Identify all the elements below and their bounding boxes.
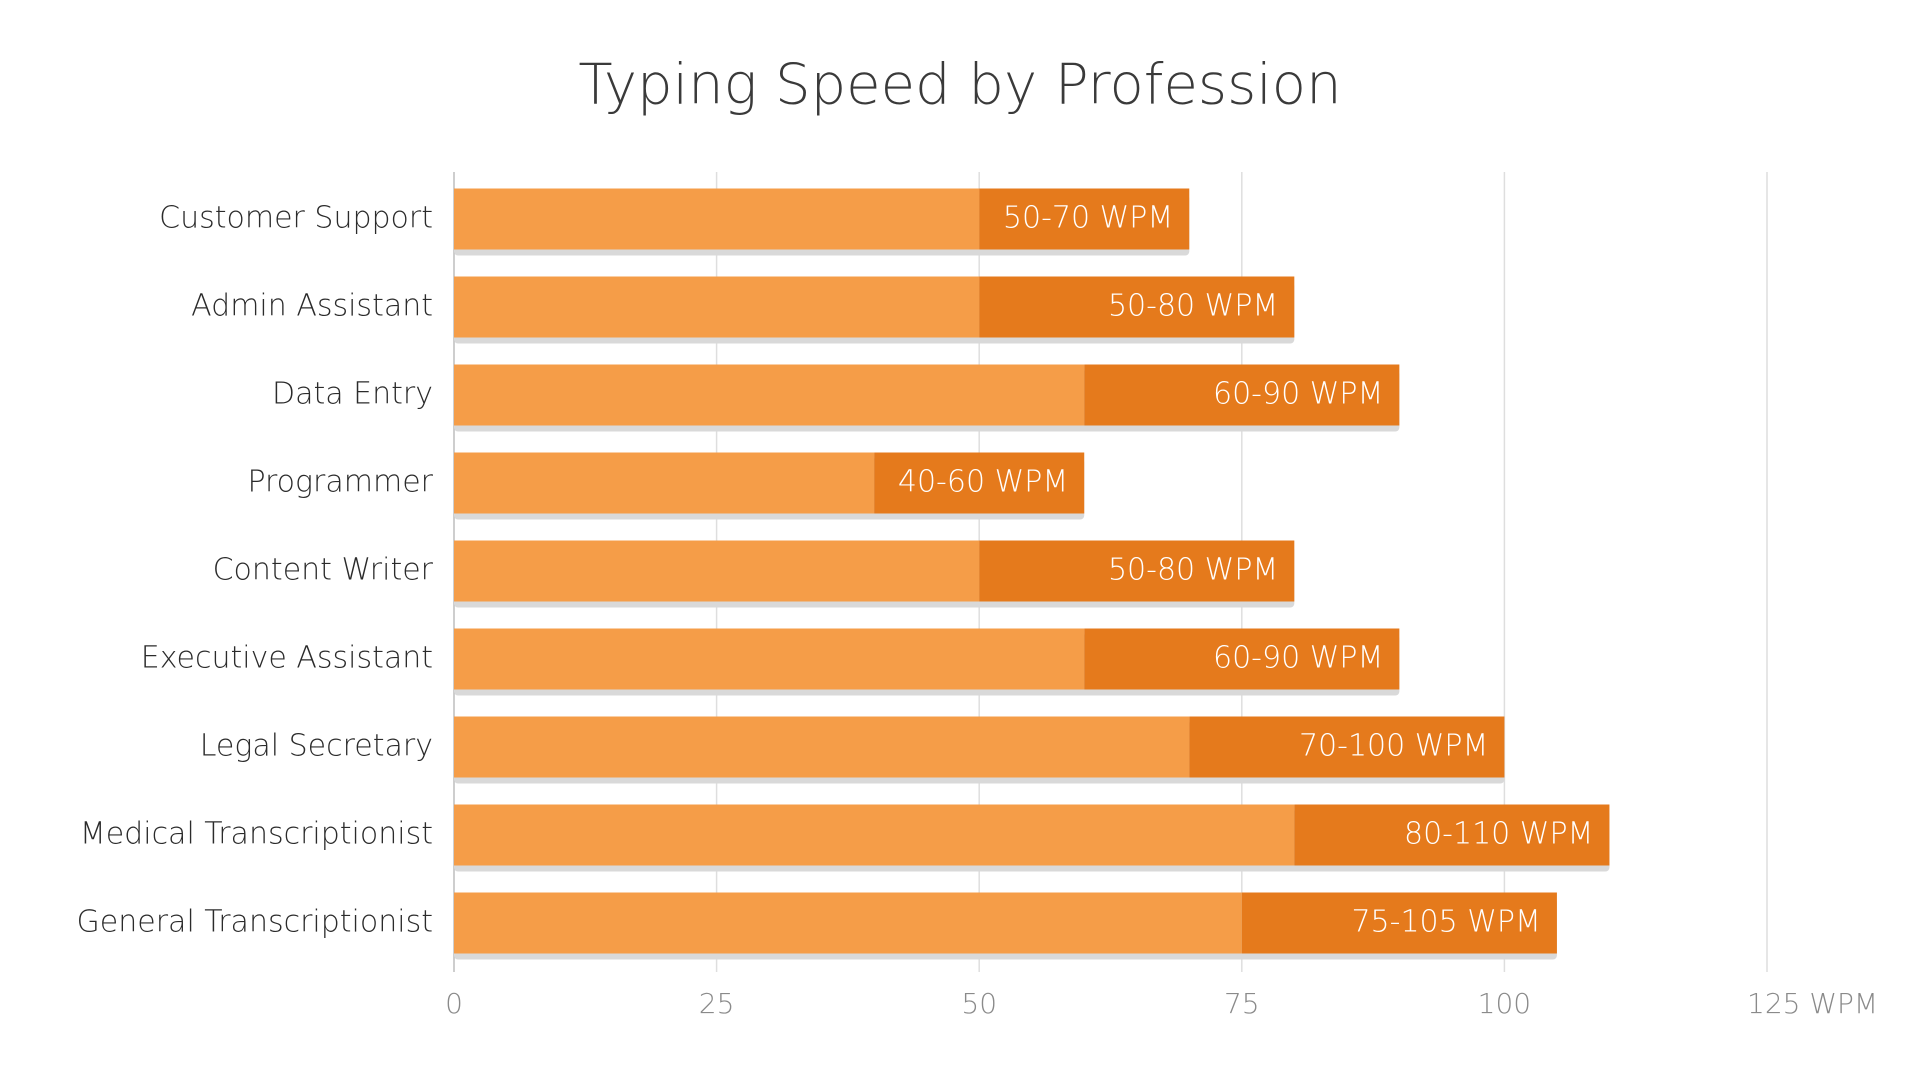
y-tick-label: Customer Support	[159, 201, 433, 236]
bar-low	[454, 804, 1295, 866]
bar-low	[454, 188, 980, 250]
value-label: 60-90 WPM	[1213, 377, 1383, 412]
bar-range	[874, 452, 1085, 514]
bar-low	[454, 892, 1242, 954]
chart-title: Typing Speed by Profession	[578, 52, 1341, 117]
bar-range	[1294, 804, 1610, 866]
bar-range	[979, 540, 1295, 602]
bar-range	[1084, 364, 1400, 426]
value-label: 50-80 WPM	[1108, 289, 1278, 324]
y-tick-label: Data Entry	[272, 377, 433, 412]
bar-range	[979, 276, 1295, 338]
bar-low	[454, 628, 1085, 690]
y-tick-label: Legal Secretary	[200, 729, 433, 764]
x-tick-label: 25	[699, 987, 735, 1020]
y-tick-label: Executive Assistant	[141, 641, 433, 676]
bar-low	[454, 276, 980, 338]
y-tick-label: Content Writer	[213, 553, 434, 588]
bar-range	[979, 188, 1190, 250]
value-label: 75-105 WPM	[1351, 905, 1540, 940]
bar-low	[454, 540, 980, 602]
value-label: 50-80 WPM	[1108, 553, 1278, 588]
x-tick-label: 0	[445, 987, 463, 1020]
bar-low	[454, 716, 1190, 778]
x-tick-label: 125 WPM	[1747, 987, 1878, 1020]
bar-low	[454, 364, 1085, 426]
value-label: 50-70 WPM	[1003, 201, 1173, 236]
y-tick-label: Admin Assistant	[191, 289, 433, 324]
y-tick-label: General Transcriptionist	[77, 905, 433, 940]
x-tick-label: 100	[1478, 987, 1531, 1020]
x-tick-label: 50	[961, 987, 997, 1020]
bar-range	[1084, 628, 1400, 690]
bar-range	[1241, 892, 1557, 954]
value-label: 60-90 WPM	[1213, 641, 1383, 676]
value-label: 40-60 WPM	[898, 465, 1068, 500]
value-label: 80-110 WPM	[1404, 817, 1593, 852]
y-tick-label: Medical Transcriptionist	[80, 817, 433, 852]
x-tick-label: 75	[1224, 987, 1260, 1020]
bar-range	[1189, 716, 1505, 778]
bar-low	[454, 452, 875, 514]
value-label: 70-100 WPM	[1299, 729, 1488, 764]
y-tick-label: Programmer	[247, 465, 433, 500]
